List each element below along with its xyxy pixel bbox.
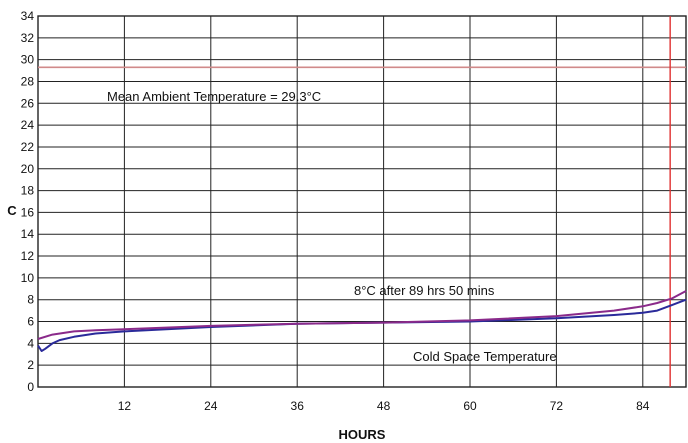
y-tick-label: 18 <box>21 184 35 198</box>
chart-grid <box>37 15 687 388</box>
x-tick-label: 48 <box>377 399 391 413</box>
y-tick-label: 28 <box>21 74 35 88</box>
y-tick-label: 20 <box>21 162 35 176</box>
x-axis-label: HOURS <box>339 427 386 442</box>
y-tick-label: 4 <box>27 336 34 350</box>
x-axis-ticks: 12 24 36 48 60 72 84 <box>118 399 650 413</box>
x-tick-label: 60 <box>463 399 477 413</box>
y-tick-label: 2 <box>27 358 34 372</box>
y-tick-label: 22 <box>21 140 35 154</box>
y-tick-label: 26 <box>21 96 35 110</box>
x-tick-label: 12 <box>118 399 132 413</box>
x-tick-label: 72 <box>550 399 564 413</box>
y-tick-label: 0 <box>27 380 34 394</box>
y-tick-label: 30 <box>21 53 35 67</box>
y-tick-label: 12 <box>21 249 35 263</box>
y-tick-label: 34 <box>21 9 35 23</box>
y-tick-label: 16 <box>21 205 35 219</box>
x-tick-label: 36 <box>291 399 305 413</box>
y-tick-label: 32 <box>21 31 35 45</box>
series-line-2 <box>37 290 687 340</box>
chart-series <box>37 290 687 352</box>
y-tick-label: 10 <box>21 271 35 285</box>
y-tick-label: 6 <box>27 315 34 329</box>
y-tick-label: 8 <box>27 293 34 307</box>
x-tick-label: 24 <box>204 399 218 413</box>
y-tick-label: 14 <box>21 227 35 241</box>
series-annotation: Cold Space Temperature <box>413 349 557 364</box>
ambient-annotation: Mean Ambient Temperature = 29.3°C <box>107 89 321 104</box>
reference-lines <box>38 16 686 387</box>
endpoint-annotation: 8°C after 89 hrs 50 mins <box>354 283 495 298</box>
y-tick-label: 24 <box>21 118 35 132</box>
x-tick-label: 84 <box>636 399 650 413</box>
y-axis-label: C <box>7 203 17 218</box>
